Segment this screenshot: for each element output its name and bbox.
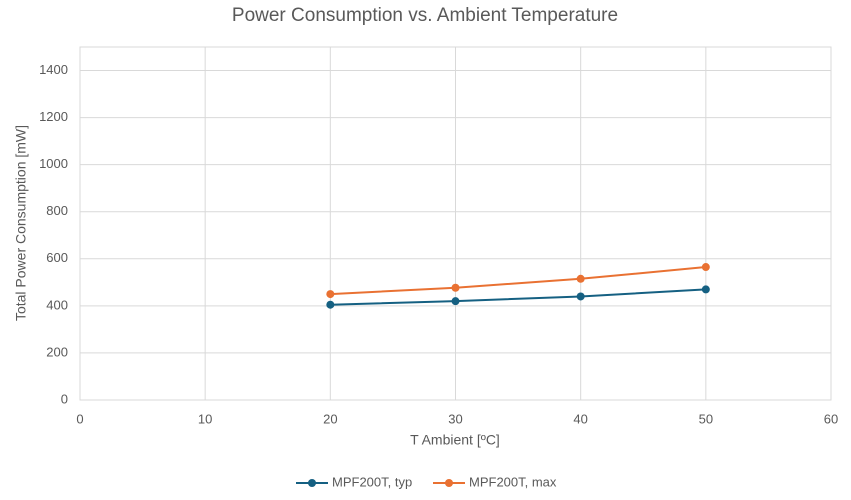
x-tick-label: 10 <box>198 411 212 426</box>
y-tick-label: 1400 <box>39 62 68 77</box>
y-tick-label: 0 <box>61 391 68 406</box>
x-tick-label: 0 <box>76 411 83 426</box>
y-tick-label: 600 <box>46 250 68 265</box>
series-line <box>330 288 706 306</box>
x-tick-label: 30 <box>448 411 462 426</box>
legend-marker <box>445 479 453 487</box>
chart-title: Power Consumption vs. Ambient Temperatur… <box>232 5 618 26</box>
x-axis-title: T Ambient [ºC] <box>410 432 500 448</box>
point <box>576 274 585 283</box>
y-tick-label: 1200 <box>39 109 68 124</box>
legend-marker <box>308 479 316 487</box>
y-axis-title: Total Power Consumption [mW] <box>13 125 29 321</box>
point <box>451 283 460 292</box>
point <box>326 290 335 299</box>
y-tick-label: 1000 <box>39 156 68 171</box>
x-tick-label: 50 <box>699 411 713 426</box>
x-tick-label: 60 <box>824 411 838 426</box>
point <box>701 263 710 272</box>
y-tick-label: 200 <box>46 344 68 359</box>
y-tick-label: 400 <box>46 297 68 312</box>
x-tick-label: 20 <box>323 411 337 426</box>
series-line <box>330 266 706 296</box>
point <box>576 292 585 301</box>
legend-label: MPF200T, max <box>469 474 557 489</box>
x-tick-label: 40 <box>573 411 587 426</box>
point <box>451 297 460 306</box>
point <box>326 300 335 309</box>
y-tick-label: 800 <box>46 203 68 218</box>
point <box>701 285 710 294</box>
legend-label: MPF200T, typ <box>332 474 412 489</box>
